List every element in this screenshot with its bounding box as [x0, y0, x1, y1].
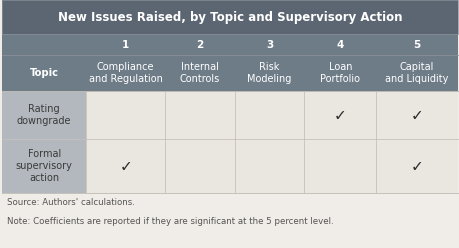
Bar [2, 91, 86, 139]
Text: Capital
and Liquidity: Capital and Liquidity [385, 62, 448, 84]
Bar [234, 139, 304, 193]
Text: Note: Coefficients are reported if they are significant at the 5 percent level.: Note: Coefficients are reported if they … [7, 217, 333, 226]
Text: 1: 1 [122, 39, 129, 50]
Bar [2, 55, 457, 91]
Bar [375, 139, 457, 193]
Text: ✓: ✓ [119, 158, 132, 174]
Text: 4: 4 [336, 39, 343, 50]
Text: ✓: ✓ [410, 108, 422, 123]
Text: Risk
Modeling: Risk Modeling [247, 62, 291, 84]
Text: ✓: ✓ [333, 108, 346, 123]
Text: 2: 2 [196, 39, 203, 50]
Bar [375, 91, 457, 139]
Bar [86, 91, 165, 139]
Text: Formal
supervisory
action: Formal supervisory action [16, 150, 73, 183]
Text: Loan
Portfolio: Loan Portfolio [319, 62, 359, 84]
Text: Internal
Controls: Internal Controls [179, 62, 220, 84]
Bar [304, 139, 375, 193]
Bar [2, 34, 457, 55]
Text: New Issues Raised, by Topic and Supervisory Action: New Issues Raised, by Topic and Supervis… [58, 11, 401, 24]
Text: Compliance
and Regulation: Compliance and Regulation [89, 62, 162, 84]
Bar [234, 91, 304, 139]
Bar [2, 0, 457, 34]
Text: Source: Authors' calculations.: Source: Authors' calculations. [7, 198, 134, 207]
Bar [165, 139, 234, 193]
Text: ✓: ✓ [410, 158, 422, 174]
Text: 3: 3 [265, 39, 273, 50]
Bar [2, 139, 86, 193]
Bar [165, 91, 234, 139]
Bar [86, 139, 165, 193]
Text: Rating
downgrade: Rating downgrade [17, 104, 71, 126]
Text: Topic: Topic [30, 68, 59, 78]
Text: 5: 5 [413, 39, 420, 50]
Bar [304, 91, 375, 139]
